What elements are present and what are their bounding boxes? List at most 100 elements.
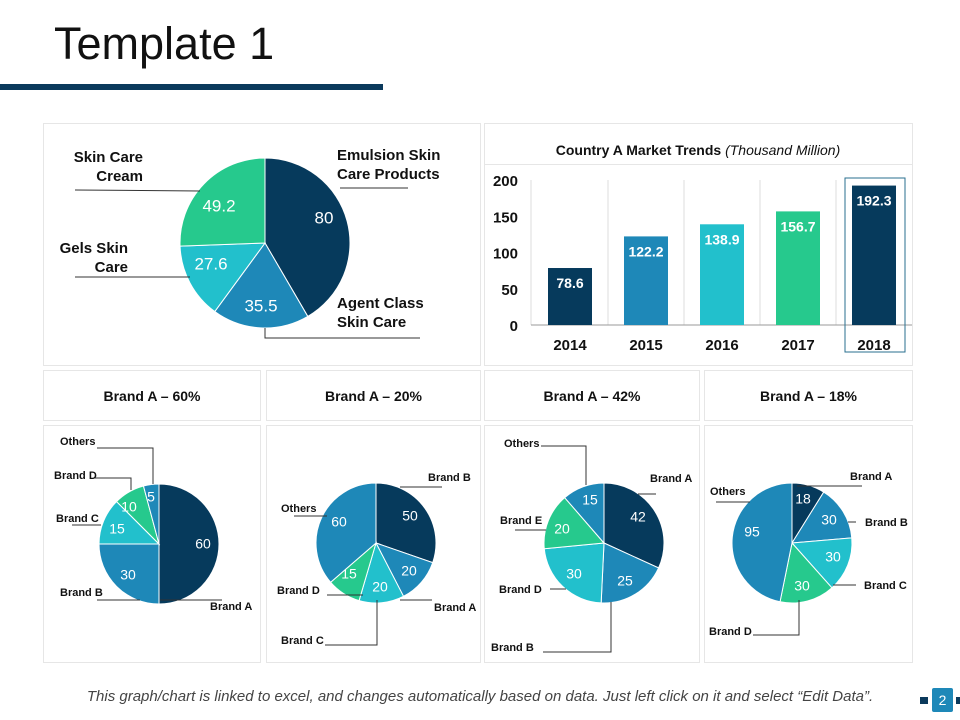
- page-title: Template 1: [54, 18, 275, 69]
- leader-line: [97, 447, 154, 484]
- title-underline: [0, 84, 383, 90]
- bar-2015: [624, 236, 668, 325]
- pie-data-label: 20: [401, 563, 417, 579]
- pie-2-title: Brand A – 20%: [266, 370, 481, 421]
- pie-slice-brand-b: [791, 491, 853, 544]
- x-tick-label: 2018: [857, 337, 890, 354]
- pie-data-label: 15: [582, 492, 598, 508]
- pie-category-label: Others: [710, 486, 745, 498]
- pie-data-label: 30: [566, 566, 582, 582]
- pie-data-label: 95: [744, 524, 760, 540]
- pie-category-label: Brand D: [277, 585, 320, 597]
- page-number-decoration-left: [920, 697, 928, 704]
- bar-chart-title-strip: [484, 123, 913, 165]
- pie-category-label: Brand A: [434, 602, 476, 614]
- bar-chart-title: Country A Market Trends (Thousand Millio…: [556, 142, 841, 158]
- pie-data-label: 27.6: [194, 254, 227, 273]
- x-tick-label: 2017: [781, 337, 814, 354]
- pie-category-label: Emulsion Skin Care Products: [337, 147, 440, 183]
- pie-slice-others: [142, 483, 160, 545]
- leader-line: [541, 445, 587, 485]
- pie-data-label: 30: [821, 512, 837, 528]
- pie-category-label: Brand B: [865, 517, 908, 529]
- pie-slice-brand-b: [98, 543, 160, 605]
- pie-data-label: 42: [630, 509, 646, 525]
- pie-category-label: Brand B: [428, 472, 471, 484]
- pie-category-label: Agent Class Skin Care: [337, 295, 424, 331]
- pie-category-label: Brand D: [499, 584, 542, 596]
- bar-2017: [776, 211, 820, 325]
- pie-slice-gels-skin-care: [179, 242, 267, 313]
- pie-data-label: 30: [120, 567, 136, 583]
- leader-line: [543, 602, 612, 653]
- pie-category-label: Brand E: [500, 515, 542, 527]
- y-tick-label: 50: [501, 282, 518, 299]
- pie-category-label: Brand B: [60, 587, 103, 599]
- pie-category-label: Brand C: [281, 635, 324, 647]
- y-tick-label: 0: [510, 318, 518, 335]
- leader-line: [95, 477, 132, 490]
- x-tick-label: 2015: [629, 337, 662, 354]
- x-tick-label: 2016: [705, 337, 738, 354]
- pie-slice-brand-d: [779, 541, 833, 604]
- y-tick-label: 150: [493, 209, 518, 226]
- pie-category-label: Others: [281, 503, 316, 515]
- y-tick-label: 200: [493, 173, 518, 190]
- bar-2018: [852, 185, 896, 325]
- page-number-decoration-right: [956, 697, 960, 704]
- pie-data-label: 60: [195, 536, 211, 552]
- pie-data-label: 30: [794, 578, 810, 594]
- leader-line: [74, 189, 201, 192]
- pie-category-label: Others: [60, 436, 95, 448]
- pie-category-label: Brand A: [650, 473, 692, 485]
- pie-slice-emulsion-skin-care-products: [264, 157, 351, 318]
- pie-slice-brand-b: [375, 482, 437, 564]
- pie-slice-skin-care-cream: [179, 157, 266, 247]
- pie-data-label: 80: [315, 208, 334, 227]
- pie-data-label: 60: [331, 514, 347, 530]
- x-tick-label: 2014: [553, 337, 587, 354]
- bar-2016: [700, 224, 744, 325]
- pie-data-label: 10: [121, 499, 137, 515]
- pie-data-label: 50: [402, 508, 418, 524]
- pie-data-label: 35.5: [244, 296, 277, 315]
- pie-data-label: 25: [617, 573, 633, 589]
- pie-slice-brand-d: [543, 542, 605, 604]
- pie-slice-brand-a: [603, 482, 665, 569]
- pie-slice-brand-e: [543, 496, 606, 550]
- leader-line: [325, 600, 378, 646]
- pie-slice-brand-b: [600, 542, 660, 604]
- bar-2014: [548, 268, 592, 325]
- bar-data-label: 156.7: [780, 218, 815, 234]
- highlight-box-2018: [844, 177, 906, 353]
- pie-1-title: Brand A – 60%: [43, 370, 261, 421]
- pie-data-label: 5: [147, 489, 155, 505]
- pie-data-label: 30: [825, 549, 841, 565]
- pie-data-label: 18: [795, 491, 811, 507]
- footer-note: This graph/chart is linked to excel, and…: [86, 688, 874, 705]
- pie-category-label: Skin Care Cream: [74, 149, 143, 185]
- pie-category-label: Brand C: [864, 580, 907, 592]
- pie-slice-others: [564, 482, 605, 545]
- pie-data-label: 15: [109, 521, 125, 537]
- bar-data-label: 122.2: [628, 243, 663, 259]
- pie-category-label: Brand B: [491, 642, 534, 654]
- pie-category-label: Others: [504, 438, 539, 450]
- pie-data-label: 20: [554, 521, 570, 537]
- leader-line: [264, 328, 420, 339]
- pie-4-title: Brand A – 18%: [704, 370, 913, 421]
- page-number: 2: [932, 688, 953, 712]
- pie-category-label: Brand A: [210, 601, 252, 613]
- pie-category-label: Brand C: [56, 513, 99, 525]
- pie-category-label: Brand A: [850, 471, 892, 483]
- pie-slice-brand-c: [790, 537, 853, 589]
- pie-slice-others: [731, 482, 793, 603]
- pie-slice-others: [315, 482, 377, 583]
- bar-data-label: 192.3: [856, 193, 891, 209]
- leader-line: [753, 600, 800, 636]
- pie-slice-agent-class-skin-care: [214, 242, 309, 329]
- pie-category-label: Brand D: [54, 470, 97, 482]
- bar-data-label: 78.6: [556, 275, 583, 291]
- pie-category-label: Gels Skin Care: [60, 240, 128, 276]
